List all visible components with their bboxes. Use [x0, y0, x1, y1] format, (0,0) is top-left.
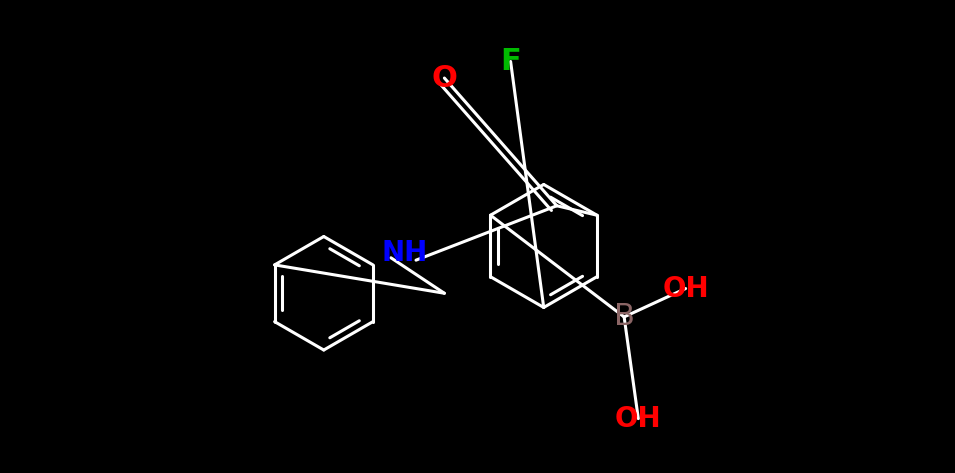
Text: OH: OH — [663, 274, 709, 303]
Text: B: B — [614, 302, 634, 332]
Text: O: O — [432, 63, 457, 93]
Text: OH: OH — [615, 404, 662, 433]
Text: NH: NH — [381, 239, 427, 267]
Text: F: F — [500, 47, 521, 76]
